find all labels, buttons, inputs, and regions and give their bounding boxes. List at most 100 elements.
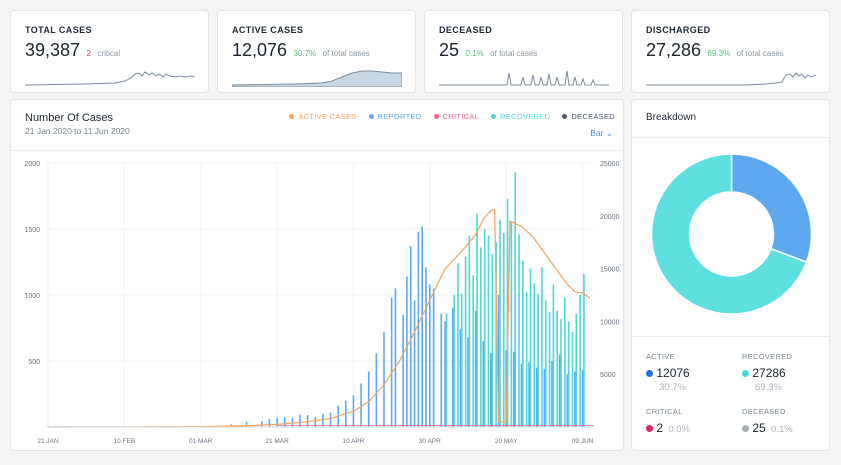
- active-dot-icon: [646, 370, 653, 377]
- legend-label: DECEASED: [571, 112, 615, 121]
- recovered-bar: [468, 235, 471, 427]
- reported-bar: [574, 371, 576, 427]
- legend-dot-icon: [491, 114, 497, 119]
- stat-title: TOTAL CASES: [25, 25, 92, 35]
- stat-value: 39,387: [25, 40, 81, 60]
- recovered-bar: [567, 321, 570, 427]
- recovered-bar: [506, 198, 509, 427]
- legend-reported[interactable]: REPORTED: [368, 112, 422, 121]
- active-cases-line: [47, 208, 591, 428]
- breakdown-card: Breakdown ACTIVE 12076 30.7% RECOVERED 2…: [631, 99, 830, 451]
- y-right-tick-label: 25000: [600, 161, 620, 168]
- recovered-bar: [579, 295, 581, 427]
- recovered-bar: [487, 235, 490, 427]
- breakdown-stats-divider: [632, 336, 829, 337]
- recovered-bar: [491, 254, 494, 427]
- reported-bar: [535, 367, 538, 427]
- x-tick-label: 01 MAR: [189, 438, 213, 445]
- chart-header-divider: [11, 150, 623, 151]
- y-right-tick-label: 20000: [600, 214, 620, 221]
- recovered-bar: [518, 234, 520, 427]
- recovered-bar: [560, 318, 562, 427]
- reported-bar: [467, 337, 469, 427]
- reported-bar: [474, 310, 477, 427]
- recovered-bar: [483, 229, 486, 427]
- stat-sub-text: of total cases: [736, 49, 784, 58]
- stat-title: DISCHARGED: [646, 25, 711, 35]
- sparkline: [646, 72, 816, 86]
- stat-value-row: 25 0.1% of total cases: [439, 40, 537, 61]
- reported-bar: [558, 354, 561, 427]
- legend-label: REPORTED: [377, 112, 422, 121]
- chart-type-select[interactable]: Bar ⌄: [590, 128, 613, 139]
- reported-bar: [375, 353, 378, 427]
- reported-bar: [306, 415, 309, 427]
- breakdown-number: 2: [656, 421, 664, 435]
- chevron-down-icon: ⌄: [605, 128, 613, 138]
- breakdown-number: 27286: [752, 366, 786, 380]
- recovered-bar: [514, 172, 517, 427]
- x-tick-label: 20 MAY: [495, 438, 518, 445]
- legend-deceased[interactable]: DECEASED: [562, 112, 615, 121]
- stat-card-deceased: DECEASED 25 0.1% of total cases: [424, 10, 623, 93]
- breakdown-value-deceased: 25 0.1%: [742, 421, 793, 435]
- x-tick-label: 21 MAR: [265, 438, 289, 445]
- breakdown-donut: [650, 153, 813, 315]
- reported-bar: [421, 226, 423, 427]
- reported-bar: [520, 363, 523, 427]
- stat-title: DECEASED: [439, 25, 493, 35]
- reported-bar: [383, 331, 385, 427]
- recovered-dot-icon: [742, 370, 749, 377]
- sparkline: [439, 70, 609, 86]
- reported-bar: [432, 288, 435, 427]
- reported-bar: [245, 421, 248, 427]
- recovered-bar: [502, 232, 505, 427]
- breakdown-header-divider: [632, 137, 829, 138]
- reported-bar: [329, 412, 332, 427]
- recovered-bar: [480, 247, 482, 427]
- reported-bar: [402, 314, 404, 427]
- reported-bar: [543, 368, 546, 427]
- recovered-bar: [460, 293, 463, 427]
- reported-bar: [367, 371, 370, 427]
- recovered-bar: [583, 273, 585, 427]
- reported-bar: [314, 417, 317, 427]
- x-tick-label: 21 JAN: [37, 438, 59, 445]
- x-tick-label: 10 APR: [342, 438, 364, 445]
- recovered-series: [445, 172, 585, 427]
- reported-bar: [417, 231, 420, 427]
- legend-critical[interactable]: CRITICAL: [433, 112, 480, 121]
- stat-sub-text: of total cases: [490, 49, 538, 58]
- reported-bar: [440, 313, 443, 427]
- reported-bar: [505, 350, 507, 427]
- reported-bar: [513, 351, 515, 427]
- reported-bar: [283, 417, 286, 427]
- recovered-bar: [552, 284, 555, 427]
- legend-active-cases[interactable]: ACTIVE CASES: [289, 112, 356, 121]
- breakdown-value-recovered: 27286: [742, 366, 786, 380]
- stat-card-active: ACTIVE CASES 12,076 30.7% of total cases: [217, 10, 416, 93]
- donut-slice-recovered[interactable]: [650, 153, 808, 315]
- reported-bar: [429, 284, 431, 427]
- stat-value-row: 27,286 69.3% of total cases: [646, 40, 784, 61]
- recovered-bar: [510, 222, 513, 427]
- active-cases-series: [47, 208, 594, 428]
- cases-chart-card: Number Of Cases 21 Jan 2020 to 11 Jun 20…: [10, 99, 624, 451]
- stat-sub-value: 30.7%: [293, 49, 317, 58]
- donut-slice-active[interactable]: [730, 153, 813, 264]
- reported-bar: [497, 295, 500, 427]
- breakdown-number: 12076: [656, 366, 690, 380]
- breakdown-pct-deceased: 0.1%: [771, 424, 793, 435]
- sparkline: [25, 71, 195, 86]
- reported-bar: [276, 417, 278, 427]
- reported-bar: [413, 300, 416, 427]
- chart-date-range: 21 Jan 2020 to 11 Jun 2020: [25, 126, 130, 136]
- recovered-bar: [537, 293, 539, 427]
- y-left-tick-label: 1000: [24, 293, 40, 300]
- sparkline: [232, 70, 402, 87]
- recovered-bar: [525, 292, 528, 427]
- y-left-tick-label: 500: [28, 359, 40, 366]
- stat-card-total: TOTAL CASES 39,387 2 critical: [10, 10, 209, 93]
- legend-recovered[interactable]: RECOVERED: [491, 112, 550, 121]
- reported-series: [47, 226, 584, 427]
